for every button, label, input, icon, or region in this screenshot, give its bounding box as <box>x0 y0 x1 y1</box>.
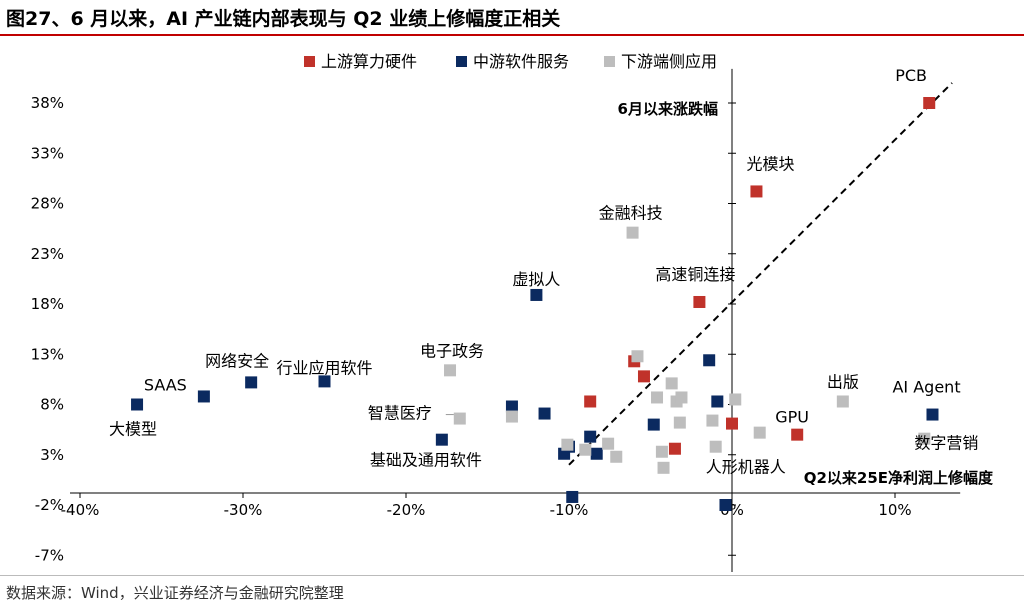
point-label: 金融科技 <box>599 204 663 223</box>
point-label: 基础及通用软件 <box>370 451 482 470</box>
data-point-upstream <box>791 428 804 441</box>
data-point-downstream <box>453 412 466 425</box>
data-point-downstream <box>836 395 849 408</box>
data-point-midstream <box>590 447 603 460</box>
data-point-downstream <box>673 416 686 429</box>
y-tick-label: -2% <box>35 496 64 514</box>
legend-label: 下游端侧应用 <box>621 52 717 71</box>
data-point-downstream <box>657 461 670 474</box>
x-tick-label: 10% <box>878 501 911 519</box>
data-point-upstream <box>637 370 650 383</box>
data-point-downstream <box>631 350 644 363</box>
point-label: 行业应用软件 <box>277 358 373 377</box>
legend-swatch <box>604 56 615 67</box>
data-point-midstream <box>584 430 597 443</box>
data-point-midstream <box>538 407 551 420</box>
data-point-downstream <box>444 364 457 377</box>
point-label: 智慧医疗 <box>368 404 432 423</box>
data-point-upstream <box>923 97 936 109</box>
y-axis-title: 6月以来涨跌幅 <box>618 100 718 118</box>
data-point-downstream <box>918 432 931 445</box>
data-point-downstream <box>709 440 722 453</box>
point-label: 人形机器人 <box>706 458 786 477</box>
data-point-midstream <box>719 499 732 511</box>
data-point-midstream <box>131 398 144 411</box>
point-label: PCB <box>895 66 927 85</box>
point-label: 虚拟人 <box>512 270 560 289</box>
data-point-upstream <box>693 295 706 308</box>
point-label: 网络安全 <box>205 351 269 370</box>
data-point-downstream <box>753 426 766 439</box>
data-point-downstream <box>579 443 592 456</box>
data-point-midstream <box>926 408 939 421</box>
title-divider <box>0 34 1024 36</box>
data-point-midstream <box>505 400 518 413</box>
legend-swatch <box>456 56 467 67</box>
data-point-downstream <box>655 445 668 458</box>
data-point-midstream <box>435 433 448 446</box>
data-point-upstream <box>726 417 738 430</box>
trend-line-layer <box>568 82 953 466</box>
point-label: 电子政务 <box>420 341 484 360</box>
point-label: AI Agent <box>892 378 960 397</box>
data-point-downstream <box>505 410 518 423</box>
data-point-midstream <box>647 418 660 431</box>
point-label: 光模块 <box>746 154 794 173</box>
data-point-downstream <box>651 391 664 404</box>
data-point-upstream <box>584 395 597 408</box>
y-tick-label: 18% <box>31 295 64 313</box>
y-tick-label: 23% <box>31 245 64 263</box>
data-source-note: 数据来源：Wind，兴业证券经济与金融研究院整理 <box>6 584 344 602</box>
y-tick-label: 3% <box>40 446 64 464</box>
legend-label: 中游软件服务 <box>473 52 569 71</box>
data-point-midstream <box>566 490 579 503</box>
data-point-midstream <box>711 395 724 408</box>
y-tick-label: 28% <box>31 195 64 213</box>
data-point-midstream <box>318 375 331 388</box>
trend-line <box>568 82 953 466</box>
point-label: 高速铜连接 <box>655 265 735 284</box>
y-tick-label: 33% <box>31 144 64 162</box>
x-tick-label: -30% <box>224 501 263 519</box>
point-label: 大模型 <box>109 420 157 439</box>
data-point-midstream <box>530 288 543 301</box>
data-point-midstream <box>703 354 716 367</box>
y-tick-label: 38% <box>31 94 64 112</box>
data-point-downstream <box>610 450 623 463</box>
chart-title: 图27、6 月以来，AI 产业链内部表现与 Q2 业绩上修幅度正相关 <box>6 8 561 30</box>
legend-label: 上游算力硬件 <box>321 52 417 71</box>
data-point-downstream <box>665 377 678 390</box>
data-point-upstream <box>668 442 681 455</box>
data-point-downstream <box>626 226 639 239</box>
data-point-downstream <box>602 437 615 450</box>
data-point-downstream <box>729 393 742 406</box>
data-point-midstream <box>197 390 210 403</box>
data-point-downstream <box>706 414 719 427</box>
point-label: 出版 <box>827 372 859 391</box>
point-label: 数字营销 <box>914 434 978 453</box>
data-point-upstream <box>750 185 763 198</box>
point-label: GPU <box>775 408 809 427</box>
points-layer <box>131 97 939 511</box>
footer-divider <box>0 575 1024 576</box>
x-tick-label: -20% <box>387 501 426 519</box>
axes-layer: -40% -30% -20% -10% 0% 10%38%33%28%23%18%13%8… <box>31 68 994 572</box>
legend-swatch <box>304 56 315 67</box>
data-point-downstream <box>561 438 574 451</box>
point-label: SAAS <box>144 375 187 394</box>
x-tick-label: -40% <box>61 501 100 519</box>
y-tick-label: 13% <box>31 345 64 363</box>
data-point-downstream <box>675 391 688 404</box>
x-axis-title: Q2以来25E净利润上修幅度 <box>804 469 994 487</box>
y-tick-label: -7% <box>35 546 64 564</box>
data-point-midstream <box>245 376 258 389</box>
y-tick-label: 8% <box>40 396 64 414</box>
scatter-chart: -40% -30% -20% -10% 0% 10%38%33%28%23%18%13%8… <box>31 52 994 572</box>
legend: 上游算力硬件 中游软件服务 下游端侧应用 <box>304 52 717 71</box>
x-tick-label: -10% <box>550 501 589 519</box>
